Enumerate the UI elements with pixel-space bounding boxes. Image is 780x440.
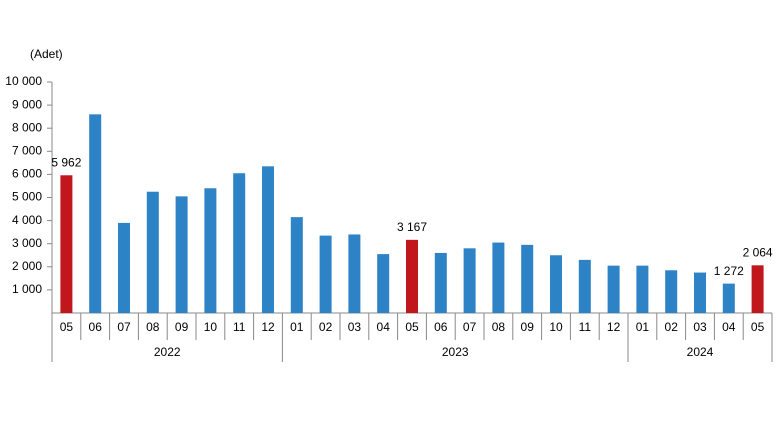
bar (434, 252, 447, 313)
x-tick-label: 06 (89, 320, 103, 334)
x-tick-label: 06 (434, 320, 448, 334)
bar (751, 265, 764, 313)
x-tick-label: 02 (665, 320, 679, 334)
bar (204, 188, 217, 313)
x-tick-label: 09 (175, 320, 189, 334)
group-label: 2023 (442, 345, 469, 359)
bar (607, 265, 620, 313)
y-tick-label: 4 000 (12, 213, 42, 227)
y-tick-label: 10 000 (5, 74, 42, 88)
bar (694, 272, 706, 313)
bar (722, 283, 735, 313)
bar (146, 191, 159, 313)
y-tick-label: 6 000 (12, 167, 42, 181)
bar (578, 259, 591, 313)
x-tick-label: 02 (319, 320, 333, 334)
x-tick-label: 09 (521, 320, 535, 334)
bar (89, 114, 102, 313)
bar (262, 166, 274, 313)
x-tick-label: 07 (463, 320, 477, 334)
bar (60, 175, 73, 313)
bar (665, 270, 678, 313)
x-tick-label: 05 (405, 320, 419, 334)
bar (636, 265, 649, 313)
x-tick-label: 04 (722, 320, 736, 334)
x-tick-label: 12 (261, 320, 275, 334)
x-tick-label: 10 (204, 320, 218, 334)
x-tick-label: 01 (636, 320, 650, 334)
bar (348, 234, 361, 313)
bar (377, 254, 390, 313)
x-tick-label: 05 (60, 320, 74, 334)
y-tick-label: 3 000 (12, 236, 42, 250)
y-tick-label: 7 000 (12, 143, 42, 157)
bar (492, 242, 505, 313)
y-tick-label: 5 000 (12, 190, 42, 204)
bar (550, 255, 562, 313)
x-tick-label: 11 (233, 320, 246, 334)
x-tick-label: 07 (117, 320, 131, 334)
bar (463, 248, 476, 313)
group-label: 2022 (154, 345, 181, 359)
group-label: 2024 (687, 345, 714, 359)
y-tick-label: 1 000 (12, 282, 42, 296)
x-tick-label: 08 (146, 320, 160, 334)
x-tick-label: 01 (290, 320, 304, 334)
y-tick-label: 8 000 (12, 120, 42, 134)
bar (290, 217, 303, 313)
y-axis-label: (Adet) (30, 47, 63, 61)
y-tick-label: 2 000 (12, 259, 42, 273)
x-tick-label: 05 (751, 320, 765, 334)
bar (406, 239, 418, 313)
bar (319, 235, 332, 313)
bar (175, 196, 188, 313)
x-tick-label: 11 (579, 320, 592, 334)
x-tick-label: 10 (549, 320, 563, 334)
bar (521, 244, 534, 313)
value-label: 2 064 (743, 245, 773, 259)
value-label: 1 272 (714, 264, 744, 278)
x-tick-label: 04 (377, 320, 391, 334)
x-tick-label: 08 (492, 320, 506, 334)
bar (118, 222, 130, 313)
x-tick-label: 03 (348, 320, 362, 334)
x-tick-label: 03 (693, 320, 707, 334)
x-tick-label: 12 (607, 320, 621, 334)
bar (233, 173, 246, 313)
value-label: 5 962 (51, 155, 81, 169)
y-tick-label: 9 000 (12, 97, 42, 111)
value-label: 3 167 (397, 220, 427, 234)
